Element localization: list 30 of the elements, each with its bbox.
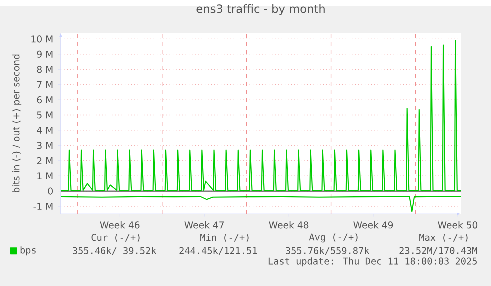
x-tick-label: Week 46 [100,221,140,229]
y-tick-label: 4 M [37,127,53,134]
y-tick-label: -1 M [34,203,53,210]
text: 355.76k/559.87k [286,247,370,256]
y-tick-label: 8 M [37,66,53,74]
y-tick-label: 3 M [37,142,53,150]
x-tick-label: Week 49 [354,221,394,229]
text: Avg (-/+) [309,234,358,243]
text: 23.52M/170.43M [400,247,478,255]
chart-title: ens3 traffic - by month [196,4,325,16]
y-tick-label: 1 M [38,172,53,180]
x-tick-label: Week 47 [184,221,224,229]
text: 355.46k/ 39.52k [73,247,157,256]
y-tick-label: 0 [48,188,53,195]
x-tick-label: Week 50 [438,221,478,229]
text: 244.45k/121.51 [180,247,258,256]
y-tick-label: 2 M [37,157,53,164]
text: Min (-/+) [200,234,249,242]
y-tick-label: 7 M [37,81,53,88]
legend-label: bps [20,246,36,256]
y-tick-label: 6 M [37,96,53,104]
y-tick-label: 5 M [37,112,53,119]
text: Max (-/+) [420,234,468,242]
x-tick-label: Week 48 [269,221,309,229]
text: Cur (-/+) [92,234,140,242]
y-tick-label: 10 M [32,36,53,43]
y-tick-label: 9 M [37,50,53,58]
line-series [61,40,462,192]
y-axis-title: bits in (-) / out (+) per second [12,54,22,192]
text: Last update: Thu Dec 11 18:00:03 2025 [268,258,477,267]
